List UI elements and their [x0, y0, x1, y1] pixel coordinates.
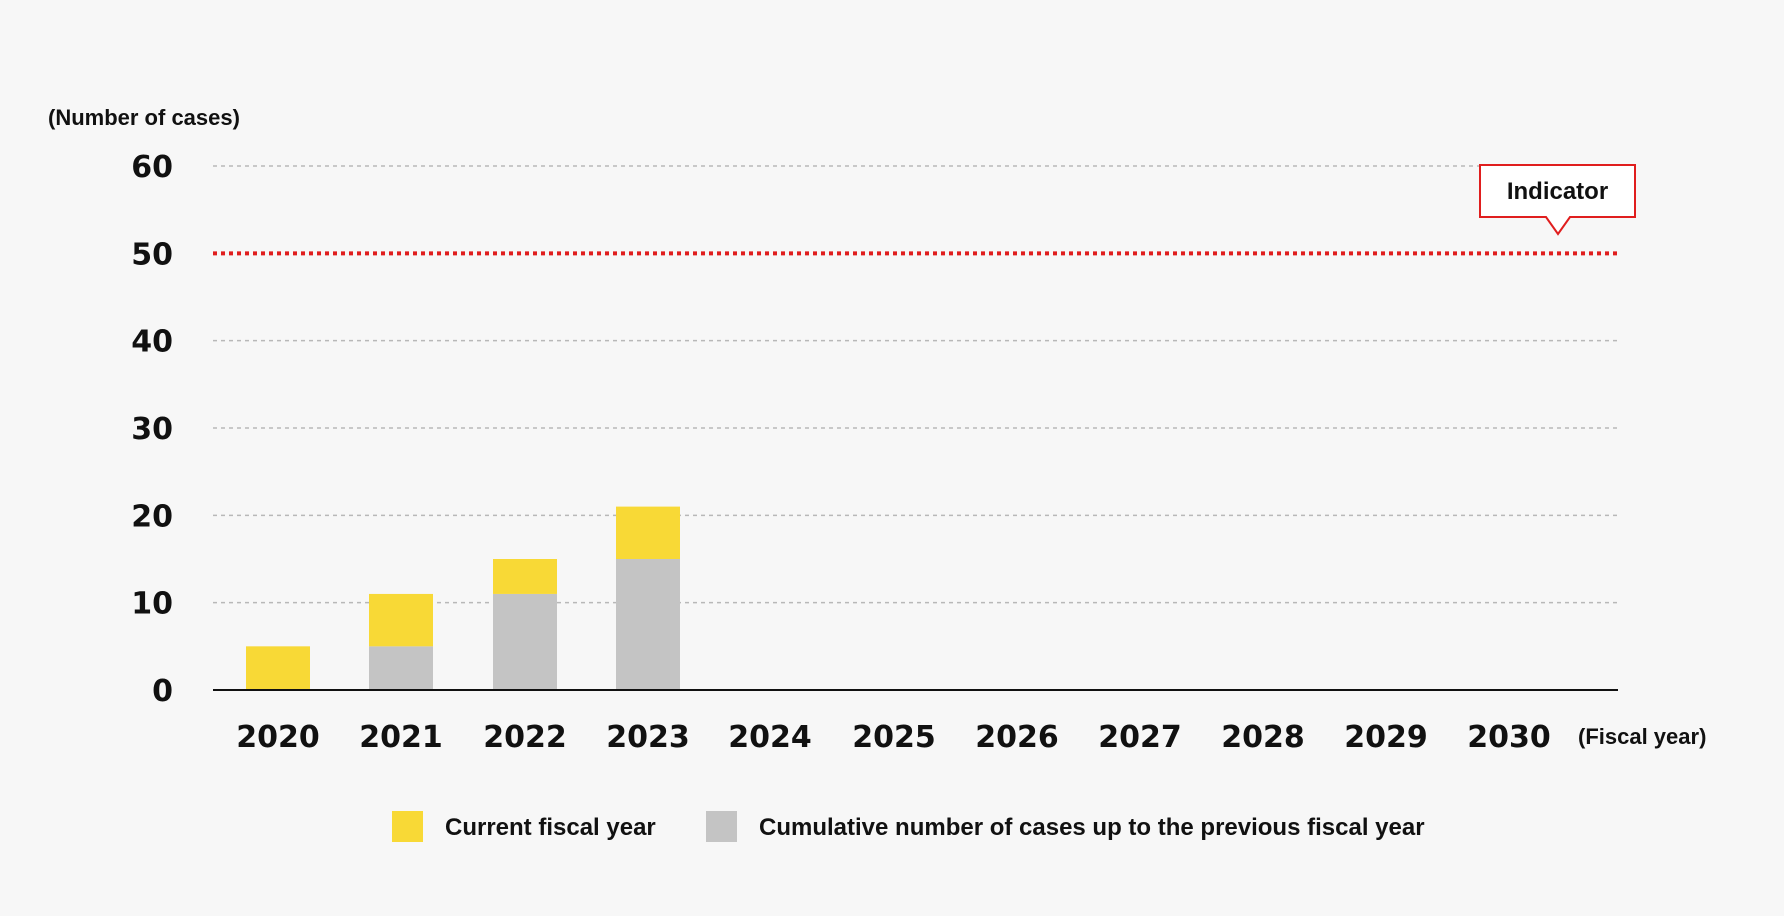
bar-segment	[369, 593, 433, 647]
y-tick-label: 40	[131, 325, 173, 360]
x-tick-label: 2022	[483, 720, 567, 755]
bar-segment	[369, 646, 433, 690]
y-tick-label: 0	[152, 674, 173, 709]
x-tick-label: 2026	[975, 720, 1059, 755]
legend-label: Cumulative number of cases up to the pre…	[759, 814, 1425, 841]
legend-swatch	[706, 811, 737, 842]
bar-segment	[493, 593, 557, 690]
indicator: Indicator	[213, 164, 1636, 256]
y-axis-label: (Number of cases)	[48, 105, 240, 130]
x-tick-label: 2029	[1344, 720, 1428, 755]
bar-segment	[493, 559, 557, 594]
legend-label: Current fiscal year	[445, 814, 656, 841]
x-tick-label: 2023	[606, 720, 690, 755]
x-axis-label: (Fiscal year)	[1578, 724, 1706, 749]
y-tick-label: 60	[131, 150, 173, 185]
y-tick-label: 20	[131, 499, 173, 534]
x-tick-label: 2027	[1098, 720, 1182, 755]
x-tick-label: 2025	[852, 720, 936, 755]
x-tick-label: 2021	[359, 720, 443, 755]
x-tick-label: 2028	[1221, 720, 1305, 755]
x-tick-label: 2020	[236, 720, 320, 755]
y-tick-label: 30	[131, 412, 173, 447]
bar-segment	[616, 506, 680, 559]
bar-segment	[616, 559, 680, 690]
legend-swatch	[392, 811, 423, 842]
indicator-callout	[1479, 164, 1636, 236]
y-tick-label: 50	[131, 237, 173, 272]
x-tick-label: 2024	[728, 720, 812, 755]
grid-lines	[213, 165, 1618, 604]
x-tick-label: 2030	[1467, 720, 1551, 755]
bar-segment	[246, 646, 310, 690]
y-tick-label: 10	[131, 587, 173, 622]
legend: Current fiscal year Cumulative number of …	[392, 811, 1425, 842]
bars	[246, 506, 680, 690]
indicator-label: Indicator	[1507, 178, 1608, 205]
